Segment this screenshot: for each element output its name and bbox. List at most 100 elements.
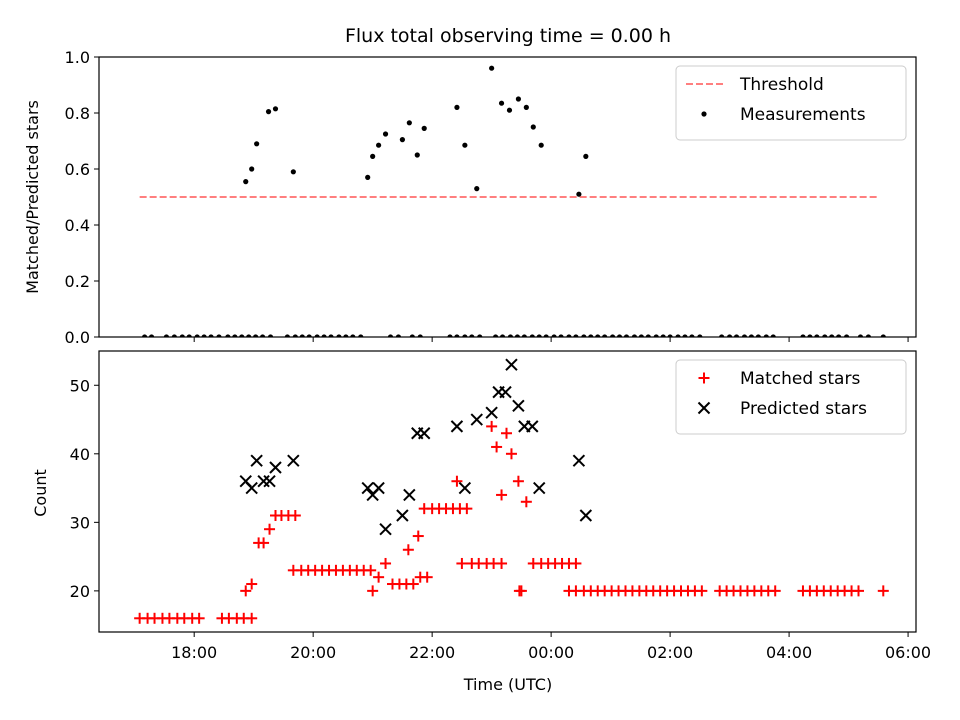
data-point bbox=[216, 334, 222, 337]
data-point bbox=[451, 475, 463, 487]
data-point bbox=[536, 334, 542, 337]
data-point bbox=[719, 334, 725, 337]
data-point bbox=[289, 509, 301, 521]
y-tick-label: 0.6 bbox=[65, 160, 90, 179]
data-point bbox=[696, 585, 708, 597]
x-tick-label: 00:00 bbox=[528, 643, 574, 662]
data-point bbox=[741, 334, 748, 337]
data-point bbox=[365, 174, 371, 180]
series-measurements bbox=[142, 65, 886, 337]
data-point bbox=[253, 334, 259, 337]
data-point bbox=[770, 334, 776, 337]
data-point bbox=[583, 153, 589, 159]
data-point bbox=[395, 334, 402, 337]
data-point bbox=[414, 152, 420, 158]
plot-marks bbox=[134, 358, 889, 624]
data-point bbox=[142, 334, 148, 337]
data-point bbox=[505, 358, 518, 371]
x-b bbox=[361, 481, 374, 495]
data-point bbox=[461, 503, 473, 515]
legend-box bbox=[675, 359, 907, 435]
data-point bbox=[450, 420, 464, 433]
data-point bbox=[246, 612, 258, 624]
x-b bbox=[512, 399, 525, 413]
data-point bbox=[417, 334, 423, 337]
data-point bbox=[763, 334, 769, 337]
legend-swatch-plus bbox=[698, 372, 710, 384]
data-point bbox=[314, 334, 320, 337]
data-point bbox=[755, 334, 761, 337]
data-point bbox=[530, 124, 536, 130]
data-point bbox=[380, 557, 392, 569]
data-point bbox=[501, 427, 513, 439]
plot-frame bbox=[98, 56, 917, 338]
legend: Matched stars Predicted stars bbox=[675, 359, 907, 435]
data-point bbox=[367, 585, 379, 597]
x-b bbox=[372, 481, 385, 495]
data-point bbox=[358, 334, 364, 337]
x-tick-label: 22:00 bbox=[409, 643, 455, 662]
data-point bbox=[822, 334, 828, 337]
x-tick-label: 02:00 bbox=[647, 643, 693, 662]
data-point bbox=[201, 334, 207, 337]
data-point bbox=[814, 334, 820, 337]
x-b bbox=[485, 406, 498, 419]
data-point bbox=[402, 544, 414, 556]
data-point bbox=[454, 104, 460, 110]
data-point bbox=[372, 481, 385, 495]
data-point bbox=[387, 334, 394, 337]
data-point bbox=[240, 585, 252, 597]
data-point bbox=[269, 461, 282, 474]
data-point bbox=[239, 334, 245, 337]
data-point bbox=[163, 334, 170, 337]
data-point bbox=[610, 334, 616, 337]
data-point bbox=[498, 100, 505, 106]
legend-box bbox=[675, 65, 907, 141]
data-point bbox=[321, 334, 327, 337]
data-point bbox=[558, 334, 564, 337]
data-point bbox=[361, 481, 374, 495]
data-point bbox=[148, 334, 155, 337]
data-point bbox=[515, 585, 527, 597]
data-point bbox=[493, 334, 499, 337]
data-point bbox=[865, 334, 872, 337]
data-point bbox=[287, 454, 300, 467]
data-point bbox=[336, 334, 342, 337]
data-point bbox=[573, 334, 579, 337]
data-point bbox=[807, 334, 813, 337]
data-point bbox=[250, 454, 263, 467]
data-point bbox=[290, 169, 296, 175]
legend: Threshold Measurements bbox=[675, 65, 907, 141]
data-point bbox=[499, 334, 506, 337]
data-point bbox=[507, 334, 514, 337]
data-point bbox=[506, 107, 513, 113]
data-point bbox=[570, 557, 582, 569]
x-tick-label: 18:00 bbox=[171, 643, 217, 662]
data-point bbox=[462, 334, 468, 337]
x-tick-label: 06:00 bbox=[885, 643, 931, 662]
data-point bbox=[697, 334, 703, 337]
legend-label: Matched stars bbox=[740, 369, 860, 389]
data-point bbox=[343, 334, 349, 337]
data-point bbox=[496, 489, 508, 501]
data-point bbox=[496, 557, 508, 569]
data-point bbox=[857, 334, 864, 337]
data-point bbox=[376, 142, 382, 148]
data-point bbox=[538, 142, 544, 148]
data-point bbox=[489, 65, 495, 71]
data-point bbox=[533, 481, 546, 495]
bottom-plot-area: 20 30 40 50 18:00 20:00 22:00 00:00 02:00 04:00 06… bbox=[70, 350, 931, 662]
data-point bbox=[421, 571, 433, 583]
data-point bbox=[365, 564, 377, 576]
x-b bbox=[379, 522, 392, 536]
legend-swatch-x bbox=[697, 401, 711, 415]
data-point bbox=[748, 334, 755, 337]
data-point bbox=[382, 131, 389, 137]
x-b bbox=[450, 420, 464, 433]
data-point bbox=[474, 186, 480, 192]
x-b bbox=[250, 454, 263, 467]
x-b bbox=[458, 481, 472, 495]
x-b bbox=[269, 461, 282, 474]
data-point bbox=[877, 585, 889, 597]
